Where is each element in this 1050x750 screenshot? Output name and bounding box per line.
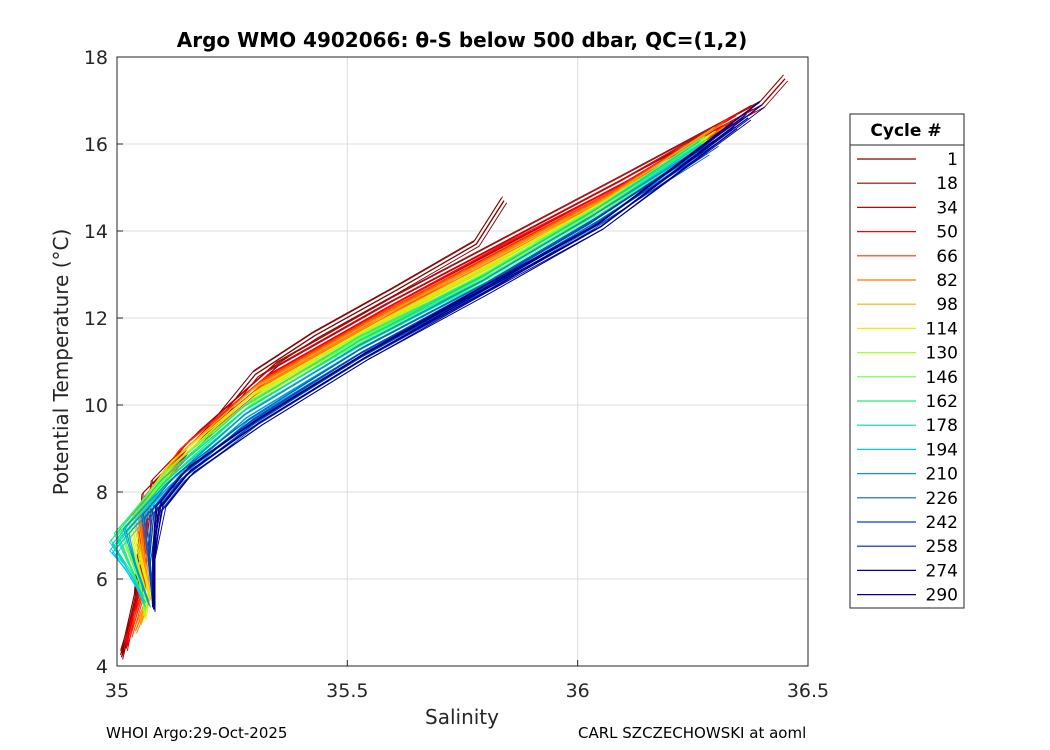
profile-line-cycle-34 — [125, 104, 752, 645]
legend-entry-label: 242 — [926, 513, 958, 533]
x-tick-label: 36.5 — [787, 680, 829, 702]
legend-entry-label: 162 — [926, 392, 958, 412]
profile-line-cycle-178 — [109, 141, 700, 604]
profile-line-cycle-258 — [154, 128, 738, 612]
profile-line-cycle-34 — [126, 111, 756, 651]
chart-title: Argo WMO 4902066: θ-S below 500 dbar, QC… — [177, 28, 747, 52]
y-tick-label: 4 — [96, 656, 108, 678]
legend-entry-label: 34 — [936, 198, 958, 218]
legend-box — [849, 113, 965, 609]
profile-line-cycle-66 — [130, 121, 731, 636]
legend-entry-label: 290 — [926, 586, 958, 606]
y-tick-label: 8 — [96, 482, 108, 504]
legend-entry-label: 258 — [926, 537, 958, 557]
x-axis-label: Salinity — [425, 705, 499, 729]
profile-line-cycle-146 — [123, 141, 710, 612]
footer-credit-left: WHOI Argo:29-Oct-2025 — [106, 724, 288, 742]
legend: Cycle # 1 18 34 50 66 82 98 114 130 146 162 178 194 2… — [849, 113, 965, 609]
profile-line-cycle-258 — [152, 124, 732, 608]
legend-entry-label: 274 — [926, 561, 958, 581]
profile-line-cycle-242 — [149, 145, 719, 612]
legend-entry-label: 194 — [926, 440, 958, 460]
legend-entry-label: 1 — [947, 150, 958, 170]
profile-line-cycle-130 — [122, 137, 709, 612]
profile-line-cycle-98 — [133, 126, 715, 619]
profile-line-cycle-178 — [110, 139, 701, 602]
profile-line-cycle-226 — [141, 150, 705, 603]
profile-line-cycle-226 — [146, 154, 710, 608]
legend-entry-label: 18 — [936, 174, 958, 194]
profile-line-cycle-274 — [154, 119, 752, 612]
profile-line-cycle-290 — [153, 104, 763, 610]
profile-line-cycle-114 — [130, 134, 717, 619]
profile-line-cycle-1 — [120, 196, 503, 654]
y-tick-label: 16 — [84, 134, 108, 156]
profile-line-cycle-82 — [133, 124, 723, 630]
profile-line-cycle-130 — [125, 139, 712, 614]
x-tick-label: 36 — [566, 680, 590, 702]
profile-line-cycle-210 — [128, 150, 710, 608]
y-tick-label: 12 — [84, 308, 108, 330]
profile-line-cycle-146 — [119, 135, 706, 606]
profile-line-cycle-98 — [137, 132, 719, 625]
profile-line-cycle-258 — [153, 126, 735, 610]
legend-entry-label: 98 — [936, 295, 958, 315]
legend-entry-label: 66 — [936, 247, 958, 267]
profile-line-cycle-130 — [124, 135, 711, 610]
profile-line-cycle-242 — [147, 141, 714, 608]
x-tick-label: 35 — [105, 680, 129, 702]
profile-line-cycle-242 — [148, 143, 717, 610]
profile-line-cycle-34 — [125, 108, 754, 649]
plot-area — [109, 74, 789, 660]
profile-line-cycle-290 — [152, 100, 761, 606]
profile-line-cycle-114 — [128, 131, 715, 615]
legend-entry-label: 210 — [926, 465, 958, 485]
profile-line-cycle-274 — [153, 117, 749, 610]
legend-entry-label: 130 — [926, 344, 958, 364]
profile-line-cycle-82 — [134, 122, 724, 628]
profile-line-cycle-194 — [114, 150, 706, 604]
y-tick-label: 6 — [96, 569, 108, 591]
axis-ticks: 35 35.5 36 36.5 4 6 8 10 12 14 16 18 — [84, 47, 829, 702]
y-axis-label: Potential Temperature (°C) — [49, 229, 73, 496]
profile-line-cycle-50 — [126, 119, 742, 647]
legend-items: 1 18 34 50 66 82 98 114 130 146 162 178 194 210 226 242… — [857, 150, 958, 606]
legend-entry-label: 114 — [926, 319, 958, 339]
profile-line-cycle-82 — [136, 128, 729, 634]
profile-line-cycle-290 — [152, 102, 760, 608]
profile-line-cycle-242 — [148, 139, 715, 606]
profile-line-cycle-146 — [118, 137, 705, 608]
y-tick-label: 10 — [84, 395, 108, 417]
footer-credit-right: CARL SZCZECHOWSKI at aoml — [578, 724, 807, 742]
profile-line-cycle-290 — [154, 106, 765, 612]
profile-line-cycle-82 — [134, 126, 726, 632]
profile-line-cycle-130 — [128, 141, 715, 616]
legend-entry-label: 226 — [926, 489, 958, 509]
profile-line-cycle-210 — [124, 144, 706, 602]
legend-entry-label: 50 — [936, 223, 958, 243]
profile-line-cycle-114 — [133, 137, 719, 621]
legend-entry-label: 146 — [926, 368, 958, 388]
axes-frame — [116, 56, 809, 667]
legend-title: Cycle # — [870, 121, 941, 141]
legend-entry-label: 178 — [926, 416, 958, 436]
profile-line-cycle-114 — [127, 132, 714, 617]
y-tick-label: 14 — [84, 221, 108, 243]
y-tick-label: 18 — [84, 47, 108, 69]
legend-entry-label: 82 — [936, 271, 958, 291]
x-tick-label: 35.5 — [326, 680, 368, 702]
profile-line-cycle-66 — [131, 124, 733, 638]
profile-line-cycle-226 — [143, 152, 708, 606]
profile-line-cycle-146 — [120, 139, 708, 610]
profile-line-cycle-226 — [142, 148, 706, 602]
